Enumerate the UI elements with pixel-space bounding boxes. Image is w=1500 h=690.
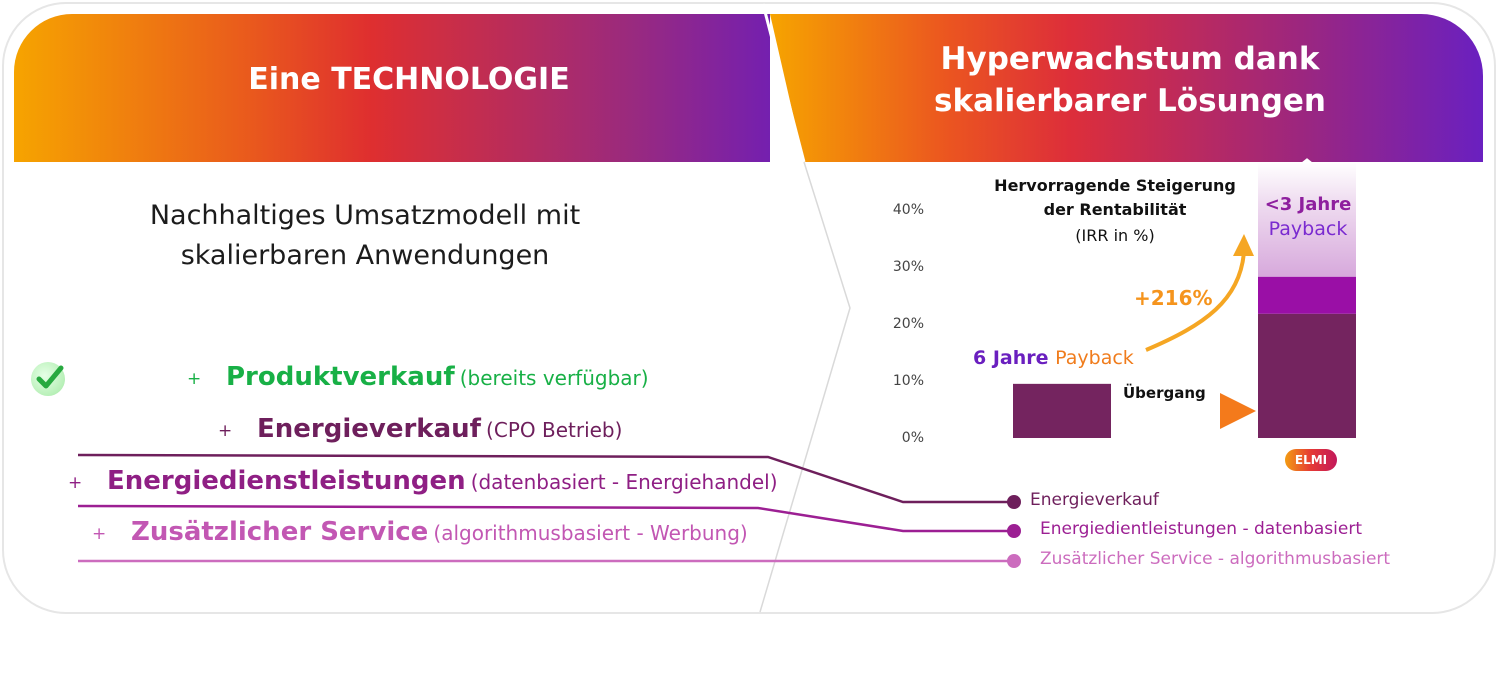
left-years-text: 6 Jahre	[973, 347, 1049, 369]
right-header-banner	[770, 14, 1483, 162]
chart-title-line2: der Rentabilität	[1043, 200, 1187, 219]
item-note: (CPO Betrieb)	[486, 418, 623, 442]
legend-dot	[1007, 524, 1021, 538]
growth-label: +216%	[1134, 286, 1213, 310]
item-energieverkauf: Energieverkauf (CPO Betrieb)	[257, 414, 622, 444]
item-label: Produktverkauf	[226, 362, 455, 392]
elmi-logo: ELMI	[1285, 449, 1337, 471]
left-payback-text: Payback	[1055, 347, 1134, 369]
y-tick-label: 0%	[901, 430, 924, 446]
item-note: (bereits verfügbar)	[459, 366, 649, 390]
connector-energiedienstleistungen	[77, 504, 1014, 533]
plus-icon: +	[68, 473, 83, 493]
uebergang-arrow-head	[1220, 393, 1256, 429]
left-title: Eine TECHNOLOGIE	[248, 62, 570, 97]
right-title: Hyperwachstum dank skalierbarer Lösungen	[880, 38, 1380, 122]
legend-energieverkauf: Energieverkauf	[1030, 490, 1159, 510]
bar-segment-2-1	[1258, 313, 1356, 438]
legend-zusaetzlicher-service: Zusätzlicher Service - algorithmusbasier…	[1040, 549, 1391, 569]
chart-title: Hervorragende Steigerung der Rentabilitä…	[960, 174, 1270, 222]
item-energiedienstleistungen: Energiedienstleistungen (datenbasiert - …	[107, 466, 778, 496]
plus-icon: +	[92, 524, 107, 544]
subtitle-line2: skalierbaren Anwendungen	[180, 240, 550, 271]
legend-dot	[1007, 495, 1021, 509]
item-label: Energiedienstleistungen	[107, 466, 466, 496]
item-note: (algorithmusbasiert - Werbung)	[433, 521, 748, 545]
growth-arrow	[1145, 251, 1246, 352]
right-payback-label: Payback	[1268, 218, 1348, 240]
item-zusaetzlicher-service: Zusätzlicher Service (algorithmusbasiert…	[131, 517, 748, 547]
revenue-model-subtitle: Nachhaltiges Umsatzmodell mit skalierbar…	[60, 196, 670, 276]
item-label: Energieverkauf	[257, 414, 481, 444]
legend-dot	[1007, 554, 1021, 568]
y-tick-label: 20%	[892, 316, 924, 332]
y-tick-label: 30%	[892, 259, 924, 275]
transition-label: Übergang	[1123, 384, 1206, 402]
growth-arrow-head	[1233, 234, 1254, 256]
item-note: (datenbasiert - Energiehandel)	[470, 470, 778, 494]
legend-energiedienstleistungen: Energiedientleistungen - datenbasiert	[1040, 519, 1363, 539]
left-bar-label: 6 Jahre Payback	[973, 347, 1134, 369]
bar-segment-2-3	[1258, 162, 1356, 277]
y-tick-label: 40%	[892, 202, 924, 218]
plus-icon: +	[187, 369, 202, 389]
checkmark-icon	[31, 362, 65, 396]
bar-segment-2-2	[1258, 276, 1356, 314]
item-label: Zusätzlicher Service	[131, 517, 429, 547]
right-title-line2: skalierbarer Lösungen	[934, 83, 1326, 119]
right-title-line1: Hyperwachstum dank	[940, 41, 1320, 77]
item-produktverkauf: Produktverkauf (bereits verfügbar)	[226, 362, 649, 392]
left-header-banner	[14, 14, 804, 162]
plus-icon: +	[218, 421, 233, 441]
chart-title-line1: Hervorragende Steigerung	[994, 176, 1236, 195]
right-years-label: <3 Jahre	[1264, 194, 1352, 215]
y-tick-label: 10%	[892, 373, 924, 389]
bar-segment-1-1	[1013, 383, 1111, 438]
connector-energieverkauf	[77, 453, 1014, 504]
chart-subtitle: (IRR in %)	[1075, 226, 1155, 245]
subtitle-line1: Nachhaltiges Umsatzmodell mit	[149, 200, 581, 231]
